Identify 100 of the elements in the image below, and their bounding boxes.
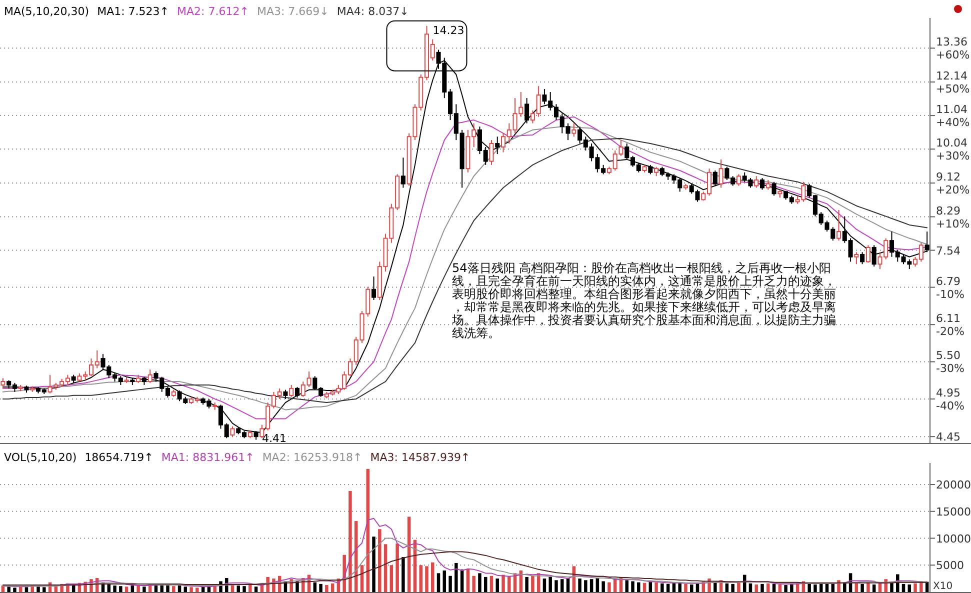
bar (725, 583, 729, 592)
bar (330, 583, 334, 592)
bar (113, 586, 116, 592)
legend-title: MA(5,10,20,30) (4, 5, 90, 18)
bar (36, 586, 40, 592)
candlestick (718, 158, 724, 188)
bar (42, 587, 46, 592)
bar (196, 588, 199, 592)
candlestick (712, 170, 718, 186)
bar (166, 585, 170, 592)
bar (490, 576, 494, 592)
bar (13, 588, 16, 592)
bar (860, 584, 864, 592)
bar (348, 490, 352, 592)
y-tick-label: 6.79 -10% (936, 274, 964, 301)
bar (748, 583, 752, 592)
candlestick (866, 244, 870, 264)
y-tick-label: 4.45 (936, 430, 960, 444)
bar (378, 529, 382, 592)
bar (608, 582, 611, 592)
candlestick (489, 140, 494, 166)
candlestick (294, 386, 300, 398)
bar (654, 582, 658, 592)
text: 18654.719↑ (84, 451, 154, 464)
y-tick-label: 6.11 -20% (936, 312, 964, 338)
bar (466, 569, 470, 592)
bar (714, 582, 717, 592)
bar (124, 586, 128, 592)
bar (731, 584, 734, 592)
bar (684, 584, 688, 592)
annotation: 54落日残阳 高档阳孕阳：股价在高档收出一根阳线，之后再收一根小阳线，且完全孕育在前一天阳线的实体内，这通常是股价上升乏力的迹象，表明股价即将回档整理。本组合图形看起来就像夕阳西下，虽然十分美丽，却常常是黑夜即将来临的先兆。如果接下来继续低开，可以考虑及早离场。具体操作中，投资者要认真研究个股基本面和消息面，以提防主力骗线洗筹。 (451, 261, 836, 340)
bar (908, 584, 912, 592)
candlestick (760, 178, 765, 190)
bar (590, 579, 594, 592)
bar (678, 582, 682, 592)
bar (737, 582, 740, 592)
text: MA1: 8831.961↑ (161, 451, 254, 464)
bar (578, 578, 582, 592)
y-tick-label: 9.12 +20% (936, 170, 970, 197)
bar (72, 586, 76, 592)
legend-title: VOL(5,10,20) (4, 451, 77, 464)
annotation: 4.41 (262, 432, 287, 445)
bar (660, 583, 664, 592)
candlestick (0, 378, 6, 389)
bar (24, 587, 28, 592)
y-tick-label: 13.36 +60% (936, 36, 970, 62)
candlestick (736, 174, 741, 186)
bar (602, 581, 605, 592)
y-tick-label: 8.29 +10% (936, 204, 970, 230)
bar (666, 584, 670, 592)
bar (642, 582, 646, 592)
candlestick (495, 136, 500, 155)
text: MA2: 16253.918↑ (262, 451, 362, 464)
bar (419, 565, 422, 592)
bar (760, 584, 764, 592)
y-tick-label: 11.04 +40% (936, 103, 970, 130)
y-tick-label: 10.04 +30% (936, 136, 970, 163)
bar (525, 576, 528, 592)
bar (484, 576, 488, 592)
candlestick (836, 210, 842, 242)
bar (184, 586, 188, 592)
bar (778, 584, 782, 592)
candlestick (572, 122, 576, 138)
candlestick (283, 389, 288, 400)
bar (448, 576, 452, 592)
bar (872, 584, 876, 592)
candlestick (148, 369, 152, 384)
y-axis-title: X10 (933, 581, 953, 592)
bar (325, 585, 328, 592)
bar (431, 562, 434, 592)
bar (390, 565, 394, 592)
text: MA2: 7.612↑ (177, 5, 249, 18)
bar (548, 576, 552, 592)
bar (637, 582, 640, 592)
bar (248, 585, 252, 592)
bar (814, 584, 817, 592)
bar (631, 581, 634, 592)
text: MA3: 7.669↓ (256, 5, 329, 18)
candlestick (654, 166, 659, 177)
bar (790, 584, 794, 592)
candlestick (230, 426, 235, 438)
line-series (2, 538, 928, 587)
bar (396, 544, 399, 592)
bar (508, 576, 511, 592)
candlestick (772, 181, 776, 196)
candlestick (372, 276, 376, 301)
candlestick (872, 244, 876, 268)
bar (690, 584, 694, 592)
bar (242, 586, 246, 592)
bar (254, 586, 258, 592)
bar (808, 584, 811, 592)
bar (130, 586, 134, 592)
bar (478, 573, 482, 592)
bar (7, 586, 10, 592)
candlestick (754, 176, 759, 188)
y-tick-label: 5.50 -30% (936, 349, 964, 376)
bar (313, 582, 317, 592)
annotation: 14.23 (432, 24, 464, 37)
bar (531, 576, 534, 592)
bar (784, 585, 788, 592)
